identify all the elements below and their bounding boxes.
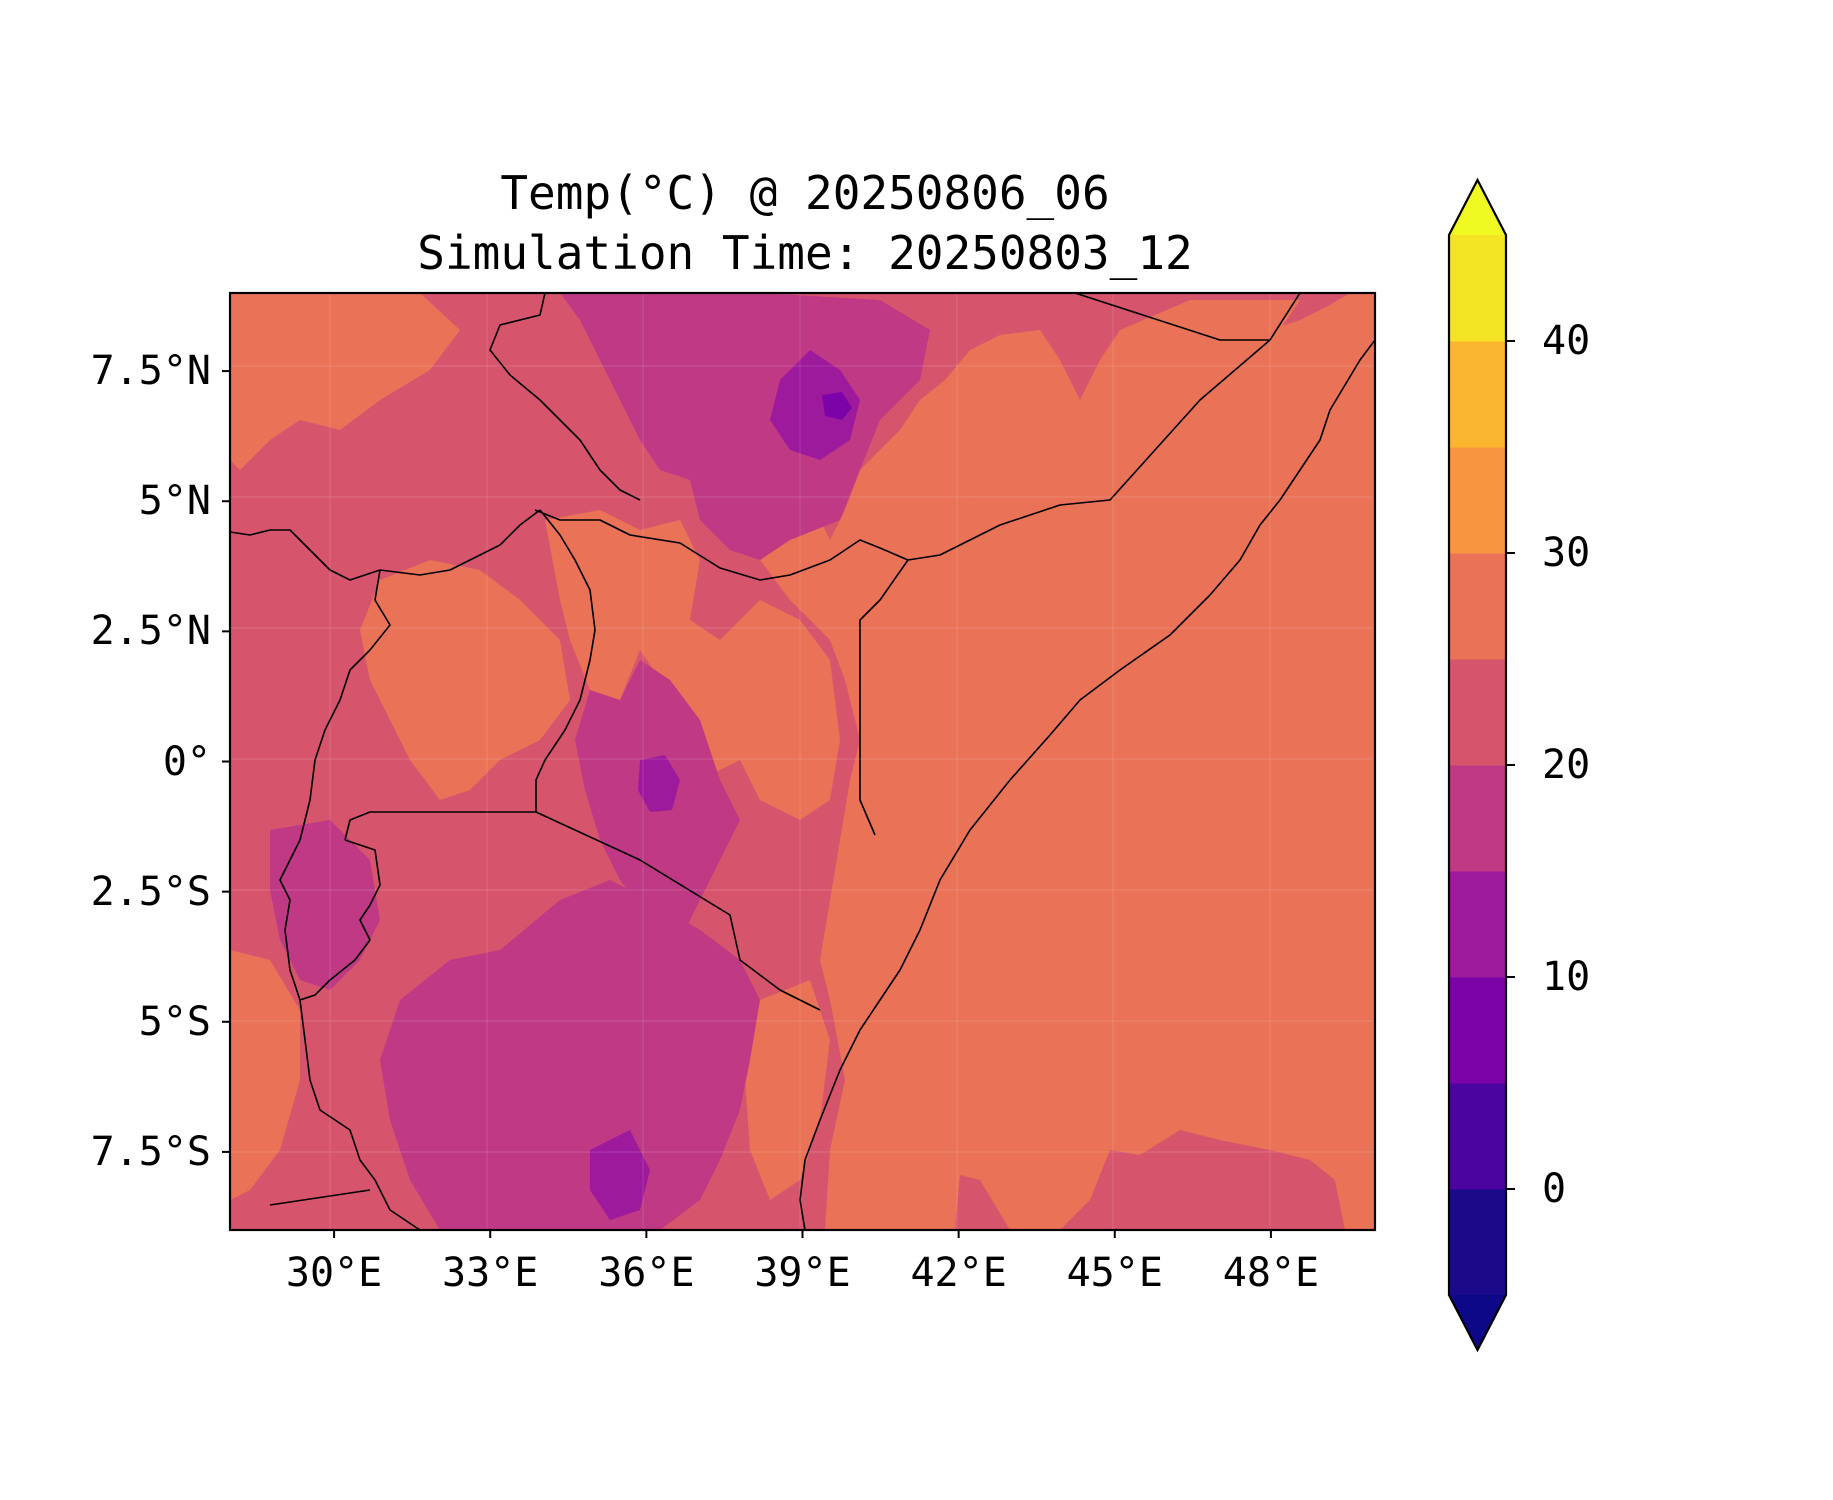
colorbar-segment <box>1449 1083 1506 1190</box>
temperature-region-warm-southwest <box>230 950 300 1200</box>
temperature-region-warm-tanzania-coast <box>745 980 830 1200</box>
border-drc-tanzania <box>279 839 421 1230</box>
colorbar-extend-under <box>1449 1295 1506 1350</box>
temperature-region-warm-uganda <box>360 560 570 800</box>
temperature-region-cold-ethiopia <box>770 350 860 460</box>
temperature-region-cold-kenya <box>638 755 680 812</box>
border-south-sudan-uganda <box>230 509 541 581</box>
border-rwanda-burundi <box>299 839 381 1001</box>
colorbar-segment <box>1449 871 1506 978</box>
colorbar-segment <box>1449 447 1506 554</box>
colorbar-outline <box>1447 177 1508 1353</box>
colorbar-tick-label: 20 <box>1542 742 1591 788</box>
colorbar-segment <box>1449 235 1506 342</box>
colorbar-tick-label: 10 <box>1542 954 1591 1000</box>
lat-tick-label: 5°S <box>138 998 211 1045</box>
border-lake-victoria-south <box>344 811 536 841</box>
lon-tick-label: 30°E <box>285 1250 383 1296</box>
temperature-region-warm-northeast <box>960 300 1300 560</box>
temperature-region-warm-east <box>760 293 1375 1230</box>
gridlines <box>230 293 1375 1230</box>
lon-tick-label: 33°E <box>442 1250 539 1296</box>
colorbar-tick-label: 40 <box>1542 318 1591 364</box>
lon-tick-label: 45°E <box>1066 1250 1163 1296</box>
temperature-region-cool-tanzania <box>380 880 760 1230</box>
border-kenya-tanzania <box>535 811 821 1011</box>
border-uganda-drc <box>299 569 391 841</box>
colorbar-segment <box>1449 765 1506 872</box>
chart-subtitle: Simulation Time: 20250803_12 <box>417 226 1193 280</box>
colorbar <box>1447 177 1515 1353</box>
coastline-east-africa <box>799 339 1375 1230</box>
chart-title: Temp(°C) @ 20250806_06 <box>500 166 1110 220</box>
colorbar-segment <box>1449 977 1506 1084</box>
lat-tick-label: 2.5°N <box>90 608 211 655</box>
border-kenya-ethiopia <box>534 509 909 581</box>
border-uganda-kenya <box>535 509 596 812</box>
lat-tick-label: 7.5°N <box>90 348 211 395</box>
border-somalia-north <box>1074 293 1270 341</box>
lon-tick-label: 48°E <box>1222 1250 1320 1296</box>
border-south-sudan-ethiopia <box>489 293 641 501</box>
lon-tick-label: 36°E <box>598 1250 695 1296</box>
colorbar-segment <box>1449 553 1506 660</box>
temperature-region-warm-west <box>230 293 460 470</box>
border-zambia <box>269 1189 371 1206</box>
lon-tick-label: 39°E <box>754 1250 851 1296</box>
colorbar-tick-label: 0 <box>1542 1166 1567 1212</box>
temperature-region-coldest-ethiopia <box>822 392 852 420</box>
colorbar-segment <box>1449 341 1506 448</box>
colorbar-segment <box>1449 659 1506 766</box>
lat-tick-label: 7.5°S <box>90 1128 211 1175</box>
temperature-region-cold-tanzania <box>590 1130 650 1220</box>
colorbar-extend-over <box>1449 180 1506 235</box>
lat-tick-label: 0° <box>162 738 211 785</box>
lat-tick-label: 5°N <box>138 478 211 525</box>
colorbar-tick-label: 30 <box>1542 530 1591 576</box>
temperature-region-cool-ethiopia <box>560 293 930 560</box>
lon-tick-label: 42°E <box>910 1250 1007 1296</box>
temperature-region-warm-central <box>545 510 840 820</box>
temperature-region-cool-rwanda <box>270 820 380 990</box>
lat-tick-label: 2.5°S <box>90 868 211 915</box>
colorbar-segment <box>1449 1189 1506 1296</box>
border-ethiopia-somalia <box>907 293 1301 561</box>
map-panel <box>230 293 1375 1230</box>
border-kenya-somalia <box>859 559 909 836</box>
country-borders <box>230 293 1375 1230</box>
